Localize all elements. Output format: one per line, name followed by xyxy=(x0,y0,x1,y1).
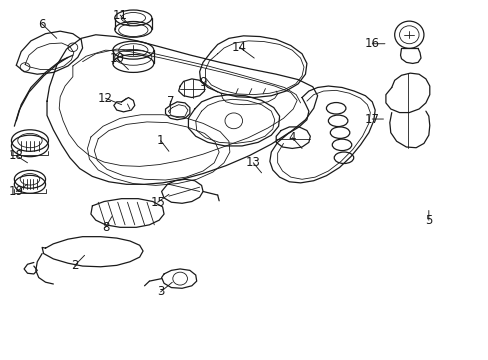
Text: 6: 6 xyxy=(39,18,46,31)
Text: 14: 14 xyxy=(232,41,246,54)
Text: 2: 2 xyxy=(71,259,79,272)
Text: 9: 9 xyxy=(199,76,206,89)
Text: 3: 3 xyxy=(157,285,164,298)
Text: 18: 18 xyxy=(9,149,24,162)
Text: 19: 19 xyxy=(9,185,24,198)
Text: 4: 4 xyxy=(288,131,295,144)
Text: 15: 15 xyxy=(150,196,165,209)
Text: 16: 16 xyxy=(364,37,379,50)
Text: 17: 17 xyxy=(364,113,379,126)
Text: 7: 7 xyxy=(166,95,174,108)
Text: 5: 5 xyxy=(424,214,431,227)
Text: 1: 1 xyxy=(157,134,164,147)
Text: 13: 13 xyxy=(245,156,260,169)
Text: 10: 10 xyxy=(109,51,124,64)
Text: 8: 8 xyxy=(102,221,109,234)
Text: 12: 12 xyxy=(98,92,113,105)
Text: 11: 11 xyxy=(112,9,127,22)
